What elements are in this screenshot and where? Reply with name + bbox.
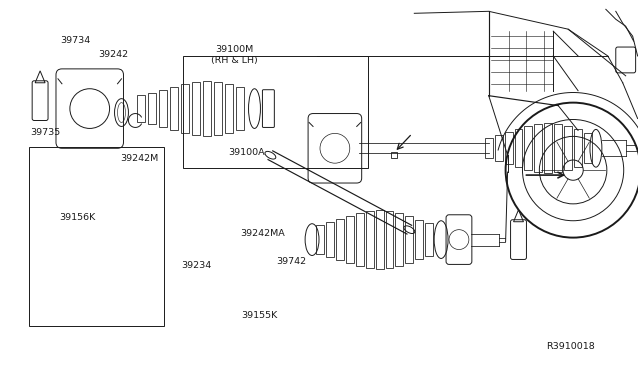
Bar bbox=[346, 216, 354, 263]
Text: 39234: 39234 bbox=[181, 261, 211, 270]
Bar bbox=[336, 219, 344, 260]
Bar bbox=[425, 223, 433, 256]
Bar bbox=[365, 211, 374, 268]
Text: R3910018: R3910018 bbox=[547, 342, 595, 351]
Bar bbox=[159, 90, 167, 128]
Bar bbox=[148, 93, 156, 125]
Bar bbox=[584, 134, 592, 163]
Text: 39100M
(RH & LH): 39100M (RH & LH) bbox=[211, 45, 258, 65]
Bar bbox=[524, 126, 532, 170]
Bar bbox=[138, 95, 145, 122]
Bar bbox=[170, 87, 178, 131]
Text: 39742: 39742 bbox=[276, 257, 307, 266]
Bar bbox=[396, 213, 403, 266]
Bar bbox=[515, 129, 522, 167]
Text: 39734: 39734 bbox=[60, 36, 91, 45]
Bar bbox=[225, 84, 233, 134]
Bar bbox=[554, 125, 562, 172]
Bar bbox=[203, 81, 211, 137]
Bar bbox=[385, 211, 394, 268]
Bar bbox=[534, 125, 542, 172]
Bar bbox=[356, 213, 364, 266]
Bar bbox=[184, 56, 367, 167]
Bar bbox=[504, 132, 513, 164]
Bar bbox=[181, 84, 189, 134]
Bar bbox=[415, 220, 423, 259]
Bar bbox=[544, 124, 552, 173]
Bar bbox=[405, 216, 413, 263]
Bar bbox=[495, 135, 502, 161]
Text: 39242MA: 39242MA bbox=[241, 230, 285, 238]
Text: 39735: 39735 bbox=[31, 128, 61, 137]
Bar bbox=[192, 82, 200, 135]
Text: 39242: 39242 bbox=[99, 51, 129, 60]
Bar bbox=[484, 138, 493, 158]
Text: 39100A: 39100A bbox=[228, 148, 265, 157]
Bar bbox=[564, 126, 572, 170]
Bar bbox=[214, 82, 221, 135]
Bar bbox=[316, 225, 324, 254]
Text: 39242M: 39242M bbox=[120, 154, 158, 163]
Text: 39155K: 39155K bbox=[241, 311, 278, 320]
Bar bbox=[29, 147, 164, 326]
Bar bbox=[376, 210, 383, 269]
Bar bbox=[574, 129, 582, 167]
Text: 39156K: 39156K bbox=[60, 213, 95, 222]
Bar bbox=[326, 222, 334, 257]
Bar bbox=[236, 87, 244, 131]
